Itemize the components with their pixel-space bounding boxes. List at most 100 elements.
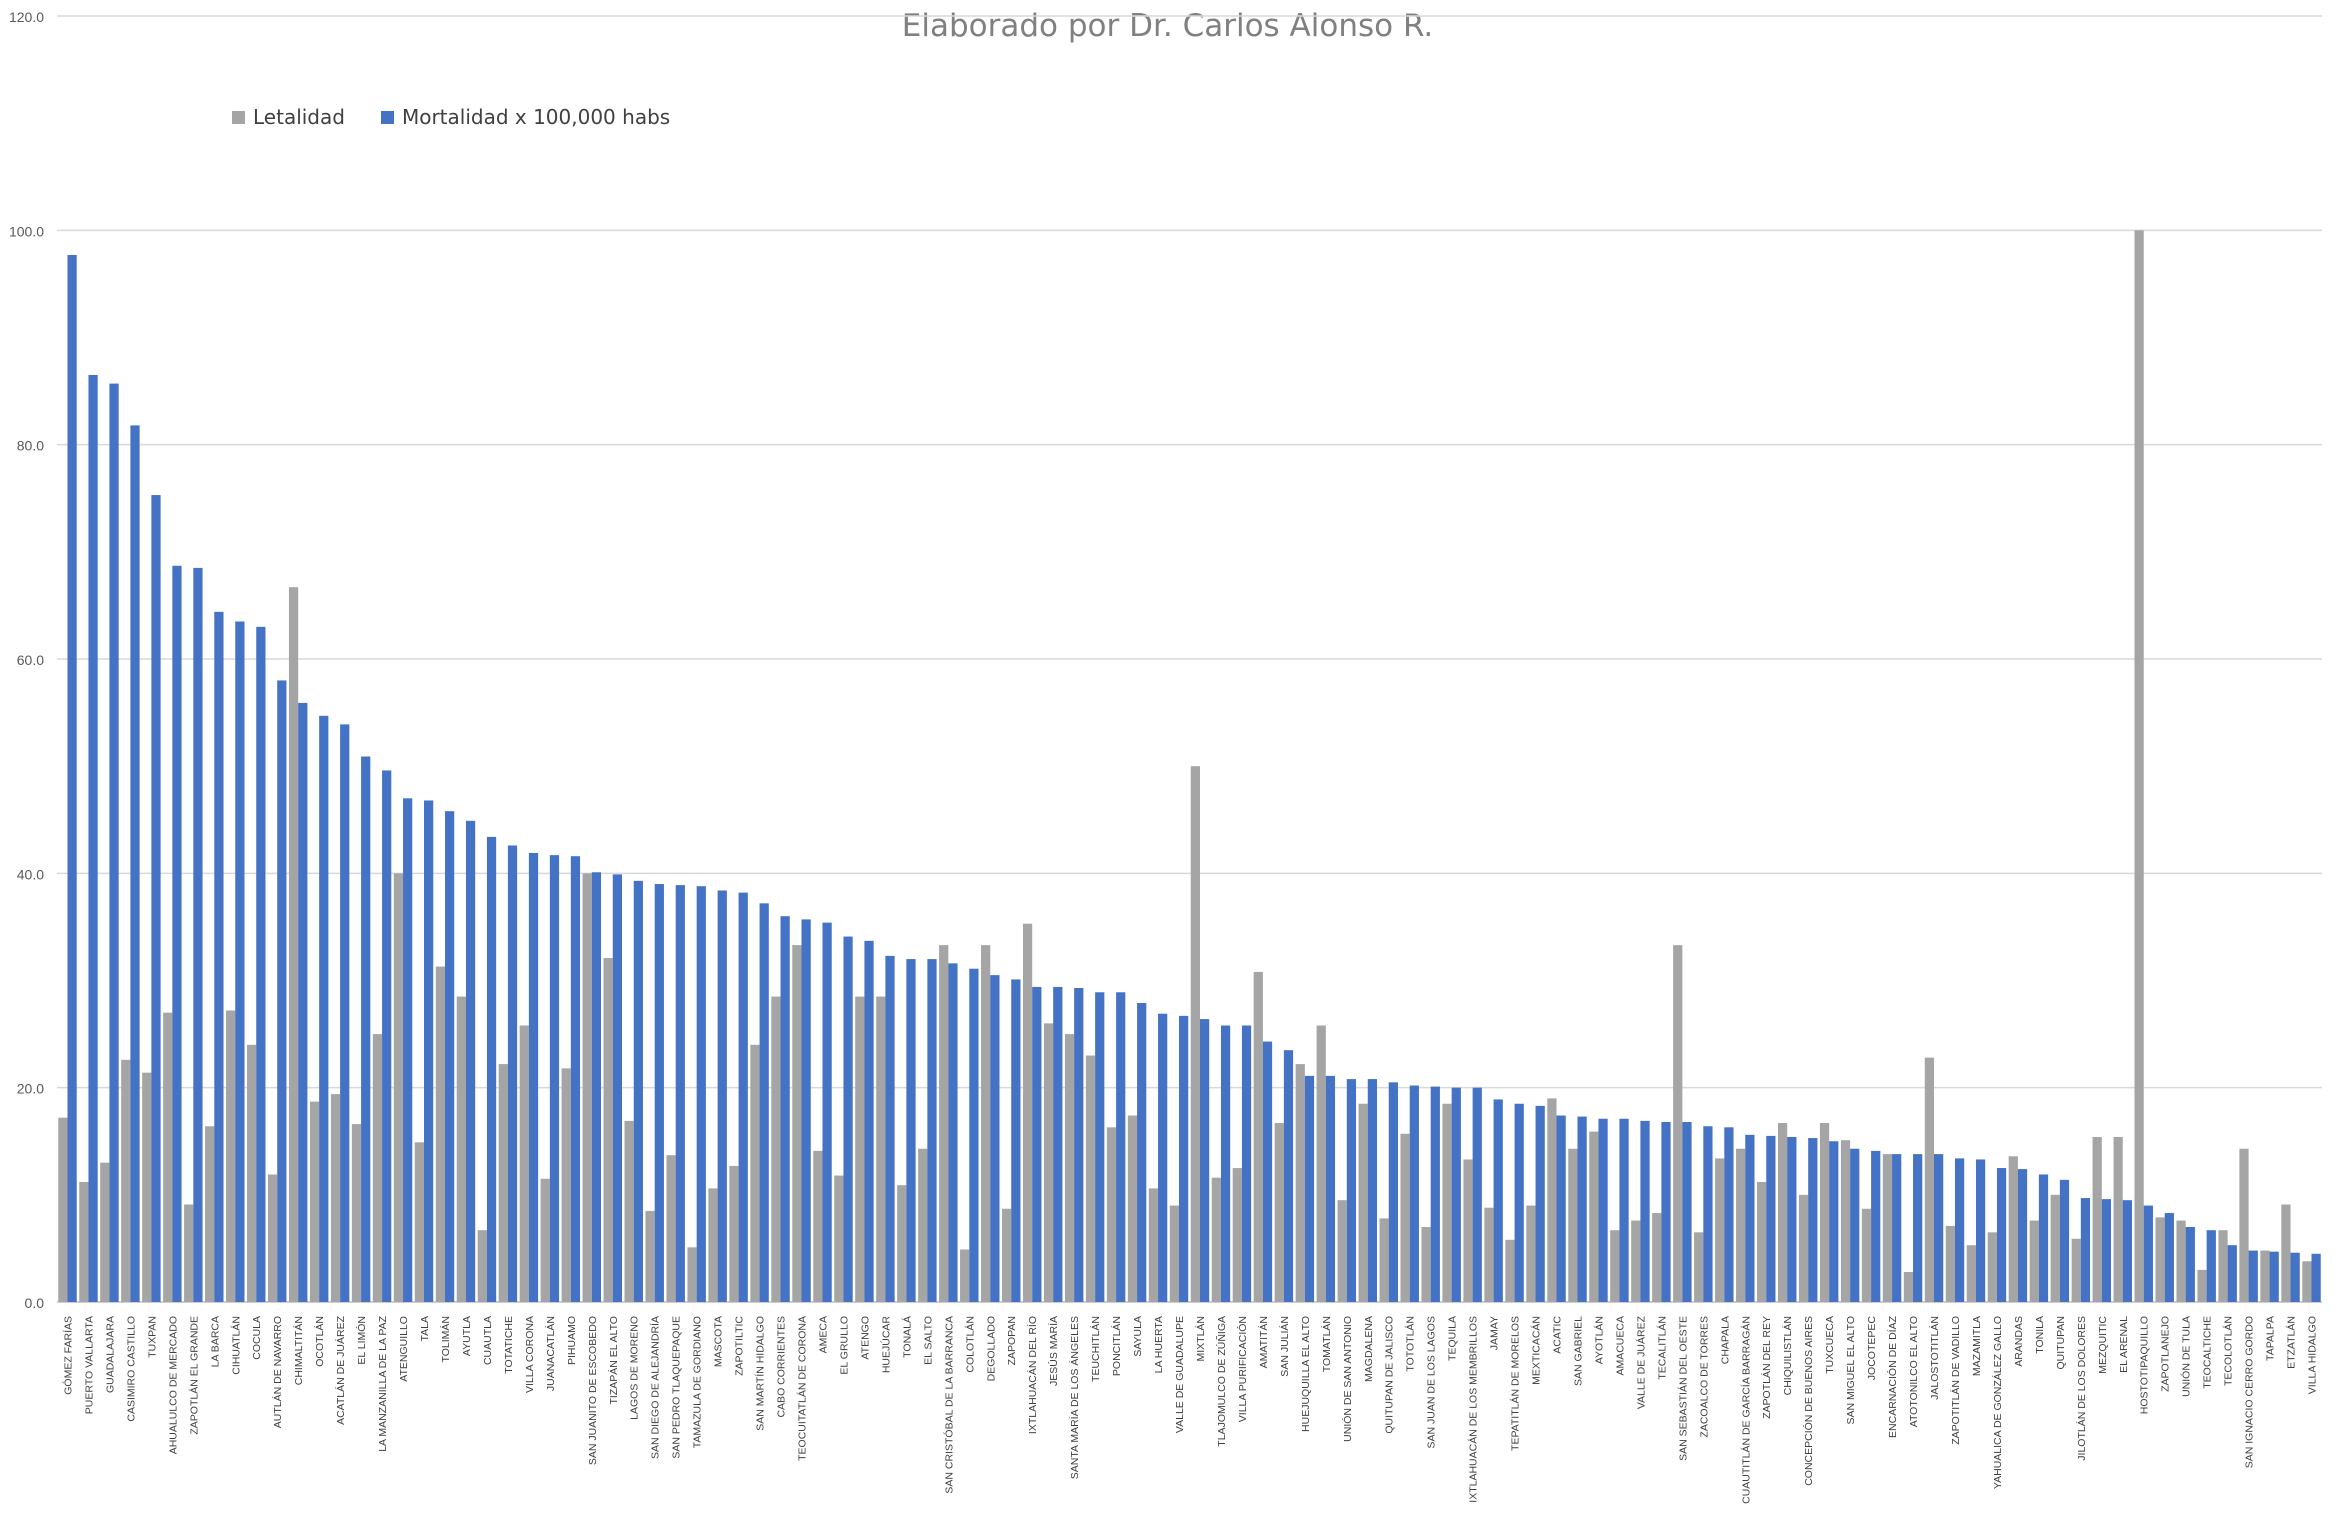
x-tick-label: QUITUPAN DE JALISCO [1384,1316,1396,1434]
legend-swatch-mortalidad [380,110,394,124]
x-tick-label: AMATITÁN [1257,1316,1270,1368]
x-tick-label: CONCEPCIÓN DE BUENOS AIRES [1802,1316,1815,1486]
bar-mortalidad [1766,1135,1776,1302]
x-tick-label: MAGDALENA [1363,1316,1375,1382]
bar-mortalidad [1325,1075,1336,1302]
bar-letalidad [498,1064,508,1302]
bar-mortalidad [1262,1041,1273,1302]
x-tick-label: COLOTLÁN [963,1316,976,1373]
bar-mortalidad [1346,1079,1357,1302]
y-tick-label: 0.0 [25,1295,45,1311]
bar-mortalidad [1850,1148,1860,1302]
bar-mortalidad [1808,1138,1818,1302]
x-tick-label: TEOCALTICHE [2202,1316,2214,1389]
bar-letalidad [1106,1127,1117,1302]
bar-letalidad [1064,1034,1075,1302]
bar-mortalidad [88,375,98,1302]
bar-letalidad [1547,1098,1557,1302]
bar-letalidad [918,1148,928,1302]
bar-letalidad [792,945,802,1302]
bar-letalidad [540,1178,550,1302]
bar-letalidad [1631,1220,1641,1302]
bar-mortalidad [675,885,685,1302]
bar-mortalidad [1996,1168,2007,1302]
x-tick-label: ETZATLÁN [2285,1316,2298,1369]
bar-letalidad [1232,1168,1242,1302]
bar-mortalidad [864,940,874,1302]
x-tick-label: TOTOTLÁN [1404,1316,1417,1372]
bar-letalidad [1652,1213,1662,1302]
bar-letalidad [708,1188,718,1302]
bar-letalidad [435,966,445,1302]
bar-letalidad [1169,1205,1180,1302]
bar-mortalidad [1220,1025,1231,1302]
bar-letalidad [750,1044,760,1302]
bar-letalidad [813,1150,823,1302]
bar-mortalidad [1619,1118,1629,1302]
bar-mortalidad [403,798,413,1302]
x-tick-label: TALA [419,1316,431,1341]
bar-mortalidad [130,425,140,1302]
bar-mortalidad [361,756,371,1302]
bar-letalidad [477,1230,487,1302]
bar-mortalidad [2164,1213,2174,1302]
x-tick-label: MAZAMITLA [1971,1316,1983,1376]
x-tick-label: EL SALTO [922,1316,934,1365]
bar-letalidad [1819,1123,1830,1302]
y-tick-label: 120.0 [9,9,44,25]
bar-mortalidad [843,936,853,1302]
x-tick-label: SAYULA [1132,1316,1144,1357]
x-tick-label: DEGOLLADO [985,1316,997,1381]
x-tick-label: TIZAPÁN EL ALTO [607,1316,620,1405]
bar-letalidad [142,1072,152,1302]
chart-title: Elaborado por Dr. Carlos Alonso R. [901,8,1434,44]
x-tick-label: LA MANZANILLA DE LA PAZ [377,1315,389,1451]
bar-mortalidad [1913,1154,1923,1302]
bar-letalidad [1295,1064,1305,1302]
bar-mortalidad [1954,1158,1965,1302]
bar-letalidad [1798,1194,1809,1302]
bar-letalidad [330,1094,341,1302]
bar-mortalidad [1409,1085,1419,1302]
bar-letalidad [582,873,592,1302]
bar-letalidad [2092,1136,2102,1302]
bar-letalidad [2071,1238,2081,1302]
x-tick-label: PUERTO VALLARTA [83,1316,95,1414]
bar-mortalidad [717,890,727,1302]
x-tick-label: SAN IGNACIO CERRO GORDO [2244,1316,2256,1468]
x-tick-label: TECOLOTLÁN [2222,1316,2235,1386]
x-tick-label: PIHUAMO [566,1316,578,1365]
x-tick-label: ZAPOPAN [1006,1316,1018,1365]
bar-mortalidad [486,836,497,1302]
x-tick-label: VILLA HIDALGO [2307,1316,2319,1394]
x-tick-label: TEOCUITATLÁN DE CORONA [796,1316,809,1461]
bar-letalidad [645,1210,655,1302]
bar-mortalidad [654,884,664,1302]
bar-mortalidad [2143,1205,2153,1302]
bar-letalidad [1966,1245,1976,1302]
x-tick-label: EL LIMÓN [355,1316,368,1365]
x-tick-label: TONILA [2034,1316,2046,1354]
y-tick-label: 80.0 [17,438,44,454]
bar-letalidad [456,996,466,1302]
bar-letalidad [184,1204,194,1302]
bar-mortalidad [298,702,308,1302]
bar-letalidad [939,945,949,1302]
y-tick-label: 100.0 [9,223,44,239]
x-tick-label: JILOTLÁN DE LOS DOLORES [2075,1316,2088,1461]
bar-letalidad [1987,1232,1997,1302]
x-tick-label: SAN CRISTÓBAL DE LA BARRANCA [942,1316,955,1494]
legend-item-letalidad: Letalidad [232,105,345,129]
bar-mortalidad [1199,1019,1210,1302]
x-tick-label: GÓMEZ FARÍAS [61,1316,74,1395]
bar-mortalidad [1514,1103,1524,1302]
bar-letalidad [1400,1133,1410,1302]
x-tick-label: TUXPAN [146,1316,158,1358]
x-tick-label: ACATIC [1552,1316,1564,1354]
x-tick-label: HUEJUQUILLA EL ALTO [1300,1316,1312,1432]
bar-letalidad [2050,1194,2060,1302]
x-tick-label: SAN PEDRO TLAQUEPAQUE [671,1316,683,1459]
x-tick-label: HUEJÚCAR [879,1316,892,1374]
bar-letalidad [1022,923,1033,1302]
